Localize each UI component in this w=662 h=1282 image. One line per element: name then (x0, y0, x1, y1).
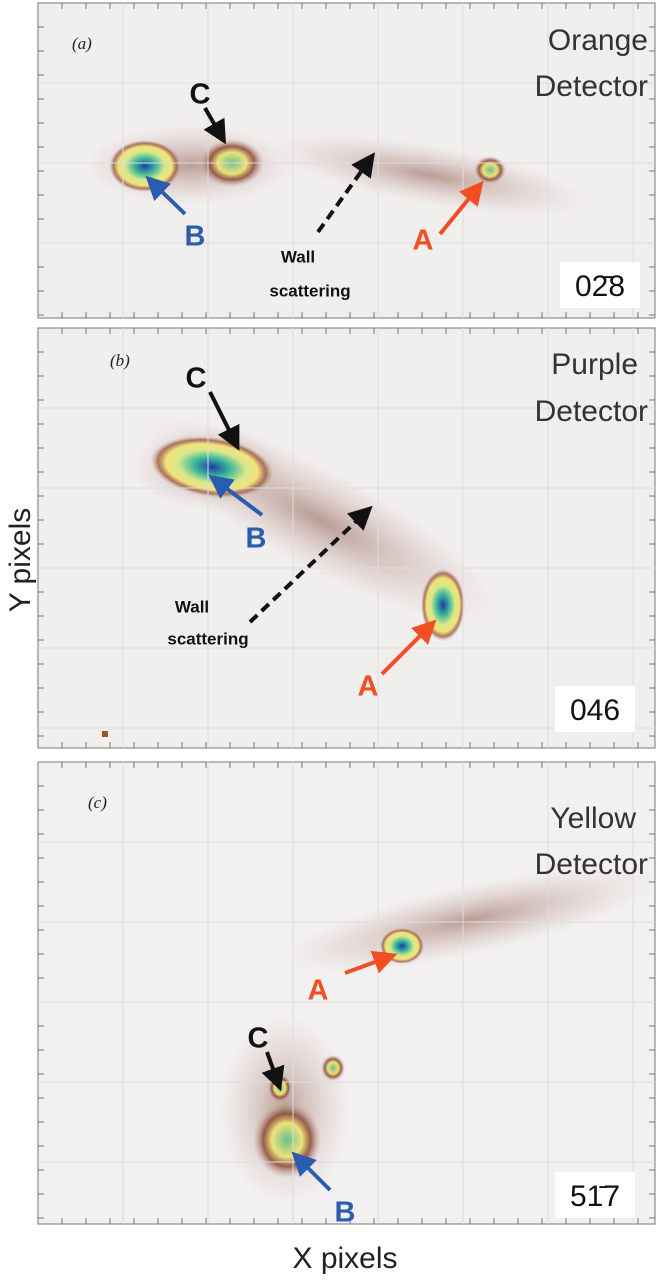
detector-name: Detector (535, 848, 648, 881)
detector-name: Orange (548, 24, 648, 57)
marker-label: C (186, 363, 207, 395)
marker-label: A (358, 671, 379, 703)
y-axis-label: Y pixels (4, 508, 37, 613)
x-axis-label: X pixels (292, 1242, 397, 1275)
detector-name: Detector (535, 70, 648, 103)
marker-label: B (246, 523, 267, 555)
wall-label: scattering (269, 281, 350, 300)
detector-name: Yellow (550, 802, 636, 835)
figure: (a) Orange Detector C B A Wall scatterin… (0, 0, 662, 1282)
marker-label: B (185, 221, 206, 253)
index-label: 51̄7 (570, 1180, 620, 1213)
wall-label: Wall (281, 247, 315, 266)
panel-label: (c) (88, 793, 107, 812)
index-label: 046 (570, 694, 620, 727)
index-label: 02̄8 (575, 270, 625, 303)
marker-label: C (248, 1023, 269, 1055)
panel-label: (b) (110, 351, 130, 370)
wall-label: scattering (167, 629, 248, 648)
wall-label: Wall (175, 597, 209, 616)
detector-name: Purple (551, 348, 638, 381)
marker-label: B (335, 1197, 356, 1229)
marker-label: A (413, 225, 434, 257)
detector-name: Detector (535, 395, 648, 428)
marker-label: A (308, 975, 329, 1007)
marker-label: C (190, 79, 211, 111)
panel-label: (a) (72, 34, 92, 53)
